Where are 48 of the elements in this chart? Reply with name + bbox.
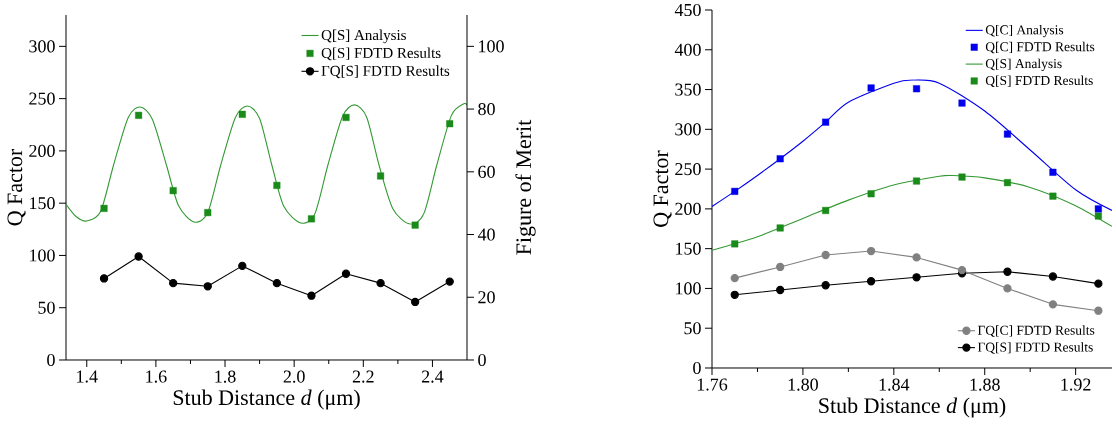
- y-tick-label: 300: [675, 123, 701, 136]
- legend-label: ΓQ[S] FDTD Results: [321, 65, 450, 79]
- y2-tick-label: 60: [478, 165, 495, 178]
- y-tick-label: 350: [675, 83, 701, 96]
- x-axis-title: Stub Distance d (μm): [819, 397, 1006, 418]
- x-tick-label: 1.84: [879, 378, 910, 391]
- y2-tick-label: 0: [478, 353, 486, 367]
- x-tick-label: 1.76: [697, 378, 728, 391]
- y2-tick-label: 20: [478, 291, 495, 304]
- y2-tick-label: 40: [477, 228, 495, 241]
- y-axis-title: Q Factor: [653, 150, 672, 227]
- y-tick-label: 100: [676, 282, 701, 295]
- x-tick-label: 2.0: [283, 370, 305, 383]
- x-axis-title: Stub Distance d (μm): [173, 389, 360, 410]
- y2-tick-label: 100: [479, 40, 504, 53]
- y-tick-label: 0: [693, 361, 701, 375]
- y-tick-label: 50: [38, 301, 55, 314]
- x-tick-label: 1.6: [146, 370, 167, 383]
- y-tick-label: 200: [29, 144, 55, 157]
- y-tick-label: 50: [684, 322, 701, 335]
- y-tick-label: 150: [30, 197, 55, 210]
- legend-label: ΓQ[C] FDTD Results: [977, 325, 1095, 337]
- y-tick-label: 450: [674, 3, 701, 17]
- y-tick-label: 200: [675, 202, 701, 215]
- legend-label: Q[S] FDTD Results: [321, 47, 441, 61]
- y-tick-label: 150: [676, 242, 701, 255]
- y-tick-label: 0: [47, 353, 55, 367]
- legend-label: Q[S] Analysis: [321, 29, 406, 44]
- legend-label: Q[S] Analysis: [985, 58, 1062, 71]
- x-tick-label: 2.4: [421, 370, 444, 383]
- y-tick-label: 400: [674, 43, 701, 56]
- y2-tick-label: 80: [478, 103, 495, 116]
- x-tick-label: 1.8: [215, 370, 236, 383]
- x-tick-label: 1.4: [77, 370, 98, 383]
- x-tick-label: 2.2: [352, 370, 374, 383]
- legend-label: Q[C] Analysis: [985, 24, 1064, 38]
- legend-label: Q[C] FDTD Results: [985, 41, 1095, 54]
- y-tick-label: 100: [30, 249, 55, 262]
- x-tick-label: 1.88: [970, 378, 1000, 391]
- y-tick-label: 300: [29, 40, 55, 53]
- legend-label: Q[S] FDTD Results: [985, 75, 1093, 88]
- y2-axis-title: Figure of Merit: [515, 119, 536, 255]
- x-tick-label: 1.80: [788, 378, 818, 391]
- y-axis-title: Q Factor: [7, 148, 26, 226]
- legend-label: ΓQ[S] FDTD Results: [977, 342, 1093, 354]
- y-tick-label: 250: [29, 92, 55, 105]
- y-tick-label: 250: [675, 163, 701, 176]
- x-tick-label: 1.92: [1061, 378, 1091, 391]
